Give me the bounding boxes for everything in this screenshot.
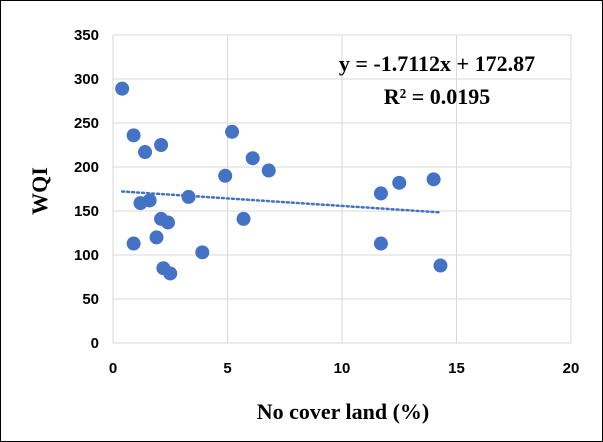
y-tick-label: 0 bbox=[91, 335, 99, 352]
data-point bbox=[133, 196, 148, 211]
data-point bbox=[373, 186, 388, 201]
y-tick-label: 100 bbox=[74, 247, 99, 264]
data-point bbox=[160, 215, 175, 230]
tick-labels-layer: 0 50 100 150 200 250 300 350 0 5 10 15 20 bbox=[74, 27, 579, 377]
y-tick-label: 150 bbox=[74, 203, 99, 220]
trendline bbox=[120, 190, 442, 214]
y-tick-label: 250 bbox=[74, 115, 99, 132]
x-tick-label: 0 bbox=[109, 360, 117, 377]
trendline-layer bbox=[120, 190, 442, 214]
x-tick-label: 20 bbox=[563, 360, 580, 377]
data-point bbox=[236, 211, 251, 226]
data-point bbox=[195, 245, 210, 260]
data-point bbox=[245, 151, 260, 166]
data-point bbox=[373, 236, 388, 251]
data-point bbox=[126, 128, 141, 143]
x-tick-label: 15 bbox=[448, 360, 465, 377]
points-layer bbox=[115, 81, 448, 281]
data-point bbox=[149, 230, 164, 245]
data-point bbox=[181, 189, 196, 204]
y-axis-title: WQI bbox=[27, 167, 52, 215]
data-point bbox=[138, 145, 153, 160]
data-point bbox=[426, 172, 441, 187]
y-tick-label: 300 bbox=[74, 71, 99, 88]
x-axis-title: No cover land (%) bbox=[257, 399, 430, 424]
data-point bbox=[261, 163, 276, 178]
y-tick-label: 350 bbox=[74, 27, 99, 44]
data-point bbox=[163, 266, 178, 281]
trendline-equation: y = -1.7112x + 172.87 bbox=[339, 51, 535, 76]
data-point bbox=[115, 81, 130, 96]
x-tick-label: 5 bbox=[223, 360, 231, 377]
y-tick-label: 200 bbox=[74, 159, 99, 176]
data-point bbox=[154, 138, 169, 152]
grid-layer bbox=[112, 34, 572, 344]
data-point bbox=[392, 175, 407, 190]
data-point bbox=[225, 124, 240, 139]
data-point bbox=[126, 236, 141, 251]
data-point bbox=[433, 258, 448, 273]
data-point bbox=[218, 168, 233, 183]
x-tick-label: 10 bbox=[334, 360, 351, 377]
r-squared-label: R² = 0.0195 bbox=[384, 84, 491, 109]
y-tick-label: 50 bbox=[82, 291, 99, 308]
